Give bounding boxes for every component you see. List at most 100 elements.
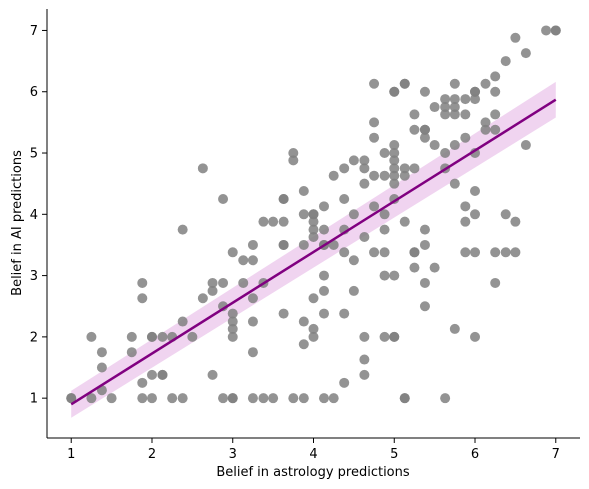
data-point (510, 32, 521, 43)
y-axis-label: Belief in AI predictions (10, 150, 25, 296)
data-point (308, 224, 319, 235)
data-point (379, 270, 390, 281)
data-point (460, 201, 471, 212)
data-point (480, 117, 491, 128)
data-point (227, 308, 238, 319)
data-point (389, 270, 400, 281)
data-point (449, 140, 460, 151)
data-point (369, 170, 380, 181)
data-point (126, 347, 137, 358)
data-point (510, 247, 521, 258)
data-point (399, 216, 410, 227)
data-point (247, 293, 258, 304)
data-point (137, 293, 148, 304)
data-point (339, 247, 350, 258)
x-tick-label: 7 (552, 447, 560, 462)
data-point (409, 163, 420, 174)
y-tick-label: 1 (30, 392, 38, 407)
data-point (278, 239, 289, 250)
data-point (207, 369, 218, 380)
data-point (359, 231, 370, 242)
data-point (440, 109, 451, 120)
data-point (419, 124, 430, 135)
data-point (177, 316, 188, 327)
data-point (348, 285, 359, 296)
data-point (318, 393, 329, 404)
data-point (157, 369, 168, 380)
data-point (298, 339, 309, 350)
data-point (419, 224, 430, 235)
y-tick-label: 7 (30, 24, 38, 39)
data-point (470, 247, 481, 258)
data-point (369, 117, 380, 128)
data-point (480, 78, 491, 89)
data-point (157, 331, 168, 342)
data-point (460, 109, 471, 120)
y-tick-label: 2 (30, 330, 38, 345)
data-point (187, 331, 198, 342)
data-point (449, 102, 460, 113)
data-point (86, 393, 97, 404)
data-point (470, 186, 481, 197)
data-point (339, 163, 350, 174)
data-point (419, 277, 430, 288)
data-point (369, 247, 380, 258)
data-point (520, 140, 531, 151)
data-point (227, 331, 238, 342)
data-point (247, 393, 258, 404)
data-point (298, 393, 309, 404)
data-point (197, 293, 208, 304)
data-point (298, 209, 309, 220)
x-tick-label: 1 (67, 447, 75, 462)
data-point (460, 94, 471, 105)
data-point (308, 231, 319, 242)
data-point (369, 78, 380, 89)
data-point (500, 247, 511, 258)
data-point (298, 186, 309, 197)
data-point (389, 140, 400, 151)
data-point (470, 209, 481, 220)
data-point (490, 277, 501, 288)
data-point (490, 86, 501, 97)
data-point (429, 140, 440, 151)
data-point (328, 239, 339, 250)
data-point (278, 193, 289, 204)
data-point (339, 308, 350, 319)
data-point (247, 255, 258, 266)
regression-line-layer (70, 98, 557, 406)
data-point (369, 132, 380, 143)
data-point (440, 393, 451, 404)
data-point (238, 277, 249, 288)
data-point (86, 331, 97, 342)
data-point (440, 94, 451, 105)
data-point (298, 316, 309, 327)
data-point (247, 347, 258, 358)
data-point (227, 316, 238, 327)
data-point (137, 393, 148, 404)
data-point (389, 148, 400, 159)
data-point (308, 323, 319, 334)
data-point (227, 323, 238, 334)
data-point (207, 285, 218, 296)
data-point (247, 239, 258, 250)
data-point (258, 216, 269, 227)
data-point (389, 163, 400, 174)
data-point (449, 178, 460, 189)
data-point (379, 209, 390, 220)
data-point (399, 163, 410, 174)
data-point (399, 170, 410, 181)
data-point (247, 316, 258, 327)
data-point (379, 148, 390, 159)
data-point (460, 216, 471, 227)
data-point (359, 354, 370, 365)
data-point (227, 247, 238, 258)
data-point (359, 178, 370, 189)
x-tick-label: 6 (471, 447, 479, 462)
data-point (126, 331, 137, 342)
regression-line (70, 98, 557, 406)
data-point (379, 331, 390, 342)
data-point (218, 277, 229, 288)
data-point (470, 148, 481, 159)
